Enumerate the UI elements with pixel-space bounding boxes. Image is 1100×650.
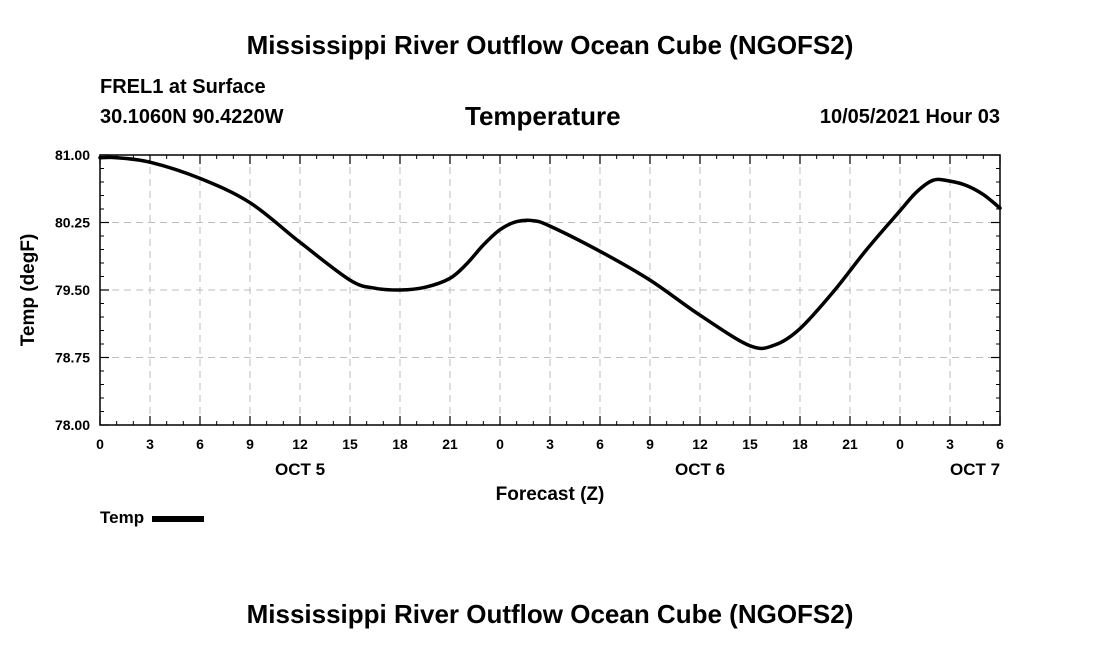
x-tick-label: 3 [146, 436, 154, 452]
y-axis-label: Temp (degF) [18, 234, 39, 347]
x-tick-label: 15 [742, 436, 758, 452]
x-tick-label: 15 [342, 436, 358, 452]
x-tick-label: 9 [246, 436, 254, 452]
y-tick-label: 78.75 [55, 350, 90, 366]
x-tick-label: 12 [292, 436, 308, 452]
chart-series [98, 155, 1002, 351]
x-tick-label: 0 [896, 436, 904, 452]
main-title: Mississippi River Outflow Ocean Cube (NG… [246, 30, 854, 60]
x-tick-label: 18 [792, 436, 808, 452]
y-tick-label: 78.00 [55, 417, 90, 433]
datetime-label: 10/05/2021 Hour 03 [819, 106, 1000, 128]
variable-title: Temperature [465, 101, 621, 131]
x-tick-label: 3 [546, 436, 554, 452]
plot-frame [99, 154, 1001, 426]
x-tick-label: 21 [842, 436, 858, 452]
day-label: OCT 5 [275, 460, 325, 479]
coordinates-label: 30.1060N 90.4220W [100, 106, 284, 128]
station-label: FREL1 at Surface [100, 76, 266, 98]
x-axis-label: Forecast (Z) [496, 484, 605, 505]
x-tick-label: 6 [596, 436, 604, 452]
day-label: OCT 7 [950, 460, 1000, 479]
legend-line-swatch [152, 515, 205, 522]
chart-axes: 0 3 6 9 12 15 18 21 0 3 6 9 12 15 18 21 0 3 6 78.00 78.75 79.… [18, 147, 1004, 505]
temp-series-line [98, 155, 1002, 351]
footer-title: Mississippi River Outflow Ocean Cube (NG… [246, 599, 854, 629]
x-tick-label: 3 [946, 436, 954, 452]
y-tick-label: 81.00 [55, 147, 90, 163]
x-tick-label: 0 [496, 436, 504, 452]
x-tick-label: 0 [96, 436, 104, 452]
x-tick-label: 21 [442, 436, 458, 452]
day-label: OCT 6 [675, 460, 725, 479]
x-tick-label: 6 [196, 436, 204, 452]
x-tick-label: 9 [646, 436, 654, 452]
x-tick-label: 6 [996, 436, 1004, 452]
y-tick-label: 79.50 [55, 282, 90, 298]
legend: Temp [100, 508, 205, 528]
legend-label: Temp [100, 508, 145, 527]
y-tick-label: 80.25 [55, 215, 90, 231]
x-tick-label: 12 [692, 436, 708, 452]
x-tick-label: 18 [392, 436, 408, 452]
